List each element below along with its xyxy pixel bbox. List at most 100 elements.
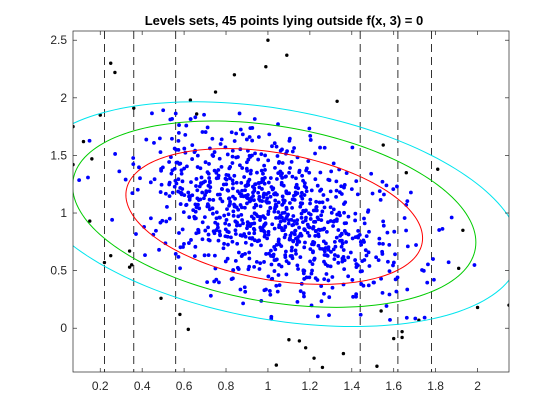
inlier-point — [224, 172, 229, 177]
inlier-point — [286, 212, 290, 217]
inlier-point — [279, 264, 284, 269]
inlier-point — [216, 168, 221, 172]
x-tick-label: 0.4 — [134, 379, 151, 393]
inlier-point — [225, 229, 230, 234]
inlier-point — [205, 280, 210, 285]
inlier-point — [231, 276, 235, 281]
inlier-point — [163, 191, 168, 196]
inlier-point — [346, 214, 351, 219]
inlier-point — [252, 205, 257, 210]
inlier-point — [208, 146, 212, 151]
inlier-point — [320, 209, 325, 214]
inlier-point — [295, 221, 299, 226]
inlier-point — [195, 188, 200, 193]
inlier-point — [377, 241, 382, 246]
outlier-point — [507, 303, 509, 307]
inlier-point — [295, 263, 300, 268]
outlier-point — [274, 363, 279, 367]
inlier-point — [297, 225, 301, 230]
inlier-point — [325, 253, 330, 258]
inlier-point — [315, 314, 320, 319]
inlier-point — [207, 238, 212, 243]
inlier-point — [240, 218, 244, 222]
inlier-point — [214, 176, 219, 181]
inlier-point — [203, 228, 208, 233]
inlier-point — [202, 215, 207, 220]
inlier-point — [202, 112, 206, 117]
inlier-point — [275, 289, 280, 294]
inlier-point — [231, 213, 236, 218]
outlier-point — [194, 112, 199, 116]
inlier-point — [287, 170, 291, 175]
outlier-point — [461, 228, 465, 233]
inlier-point — [262, 163, 267, 168]
inlier-point — [394, 289, 399, 294]
inlier-point — [164, 219, 169, 224]
inlier-point — [165, 204, 169, 209]
inlier-point — [220, 187, 224, 191]
inlier-point — [245, 220, 250, 225]
inlier-point — [382, 192, 386, 197]
inlier-point — [252, 186, 257, 191]
inlier-point — [261, 171, 265, 176]
inlier-point — [251, 190, 255, 195]
inlier-point — [354, 294, 358, 299]
inlier-point — [273, 165, 277, 170]
inlier-point — [231, 268, 236, 272]
inlier-point — [264, 287, 268, 292]
inlier-point — [197, 206, 202, 211]
inlier-point — [235, 220, 239, 225]
outlier-points — [73, 38, 509, 370]
inlier-point — [329, 249, 333, 254]
inlier-point — [329, 210, 334, 215]
inlier-point — [359, 282, 364, 286]
inlier-point — [266, 209, 271, 214]
inlier-point — [259, 243, 263, 248]
inlier-point — [202, 196, 206, 201]
inlier-point — [230, 178, 235, 183]
inlier-point — [280, 176, 285, 180]
inlier-point — [302, 294, 306, 299]
inlier-point — [208, 185, 213, 190]
inlier-point — [180, 227, 185, 232]
inlier-point — [283, 249, 288, 254]
inlier-point — [294, 184, 299, 189]
inlier-point — [272, 141, 277, 146]
inlier-point — [233, 258, 238, 263]
inlier-point — [263, 153, 268, 158]
inlier-point — [267, 200, 271, 205]
inlier-point — [256, 190, 261, 195]
inlier-point — [350, 236, 355, 241]
outlier-point — [178, 312, 182, 317]
outlier-point — [81, 139, 86, 144]
inlier-point — [366, 250, 371, 255]
inlier-point — [409, 190, 413, 195]
inlier-point — [211, 211, 215, 216]
inlier-point — [247, 135, 252, 139]
inlier-point — [252, 228, 257, 232]
inlier-point — [268, 206, 273, 211]
inlier-point — [187, 194, 192, 198]
inlier-point — [280, 228, 285, 233]
inlier-point — [326, 220, 330, 225]
inlier-point — [264, 252, 268, 256]
inlier-point — [217, 229, 222, 234]
inlier-point — [304, 275, 309, 280]
inlier-point — [322, 205, 327, 210]
inlier-point — [377, 236, 382, 241]
inlier-point — [322, 291, 326, 296]
inlier-point — [177, 231, 181, 235]
inlier-point — [279, 244, 284, 249]
inlier-point — [280, 161, 285, 165]
inlier-point — [376, 258, 381, 263]
inlier-point — [225, 152, 230, 157]
inlier-point — [252, 264, 257, 269]
inlier-point — [211, 229, 216, 234]
inlier-point — [198, 166, 203, 171]
inlier-point — [321, 239, 326, 244]
inlier-point — [290, 256, 295, 261]
inlier-point — [239, 254, 244, 259]
inlier-point — [194, 177, 199, 181]
inlier-point — [134, 232, 138, 236]
inlier-point — [184, 123, 189, 128]
